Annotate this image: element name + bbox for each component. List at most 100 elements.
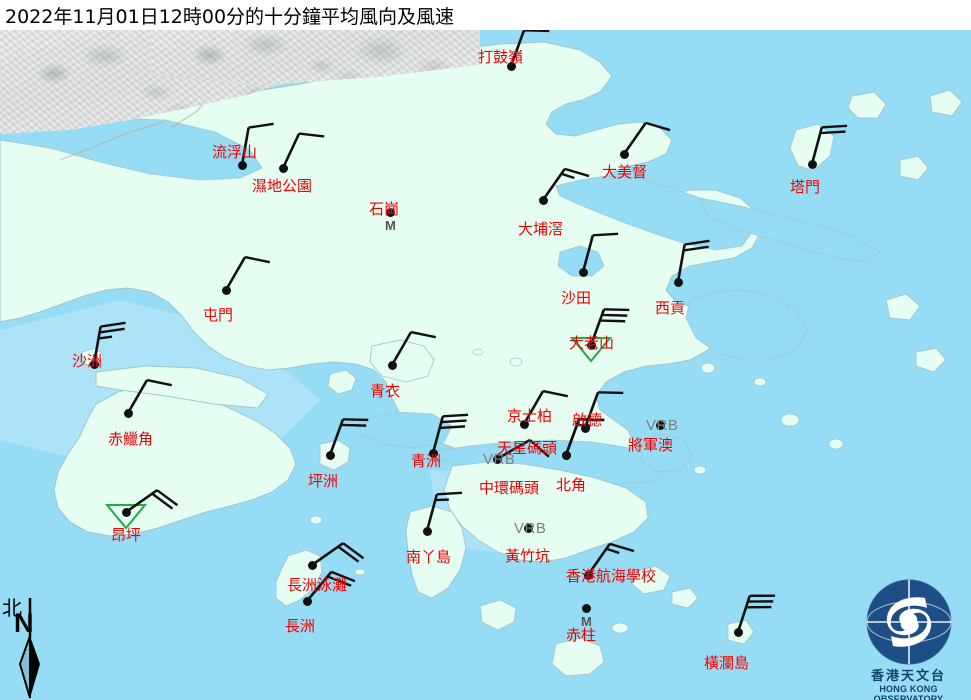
missing-data-marker: M <box>385 218 396 233</box>
station-label: 南丫島 <box>406 548 452 566</box>
hko-emblem-icon <box>865 579 952 665</box>
station-label: 大美督 <box>602 163 648 181</box>
station-dot <box>583 570 593 580</box>
station-label: 橫瀾島 <box>704 654 750 672</box>
hko-logo-cn: 香港天文台 <box>870 669 946 684</box>
compass-north-cn: 北 <box>2 596 22 620</box>
station-dot <box>385 207 395 217</box>
station-dot <box>492 454 502 464</box>
wind-barb-icon <box>126 378 173 414</box>
station-dot <box>387 360 397 370</box>
station-dot <box>278 163 288 173</box>
station-label: 青洲 <box>411 452 442 470</box>
station-dot <box>807 159 817 169</box>
station-dot <box>580 423 590 433</box>
wind-barb-icon <box>92 321 126 365</box>
station-label: 流浮山 <box>212 143 258 161</box>
wind-barb-icon <box>622 121 671 155</box>
station-dot <box>89 359 99 369</box>
compass-rose: 北 N <box>0 592 62 700</box>
station-label: 赤柱 <box>566 626 597 644</box>
wind-barb-icon <box>583 391 624 429</box>
wind-barb-icon <box>541 167 590 201</box>
wind-barb-icon <box>509 29 550 67</box>
missing-data-marker: M <box>581 614 592 629</box>
station-dot <box>422 526 432 536</box>
station-dot <box>523 523 533 533</box>
variable-wind-marker: VRB <box>483 451 516 468</box>
station-dot <box>581 603 591 613</box>
variable-wind-marker: VRB <box>514 520 547 537</box>
station-dot <box>519 419 529 429</box>
station-dot <box>561 450 571 460</box>
wind-barb-icon <box>496 438 550 461</box>
station-label: 沙洲 <box>72 352 103 370</box>
station-label: 啟德 <box>572 411 603 429</box>
station-label: 黃竹坑 <box>505 547 551 565</box>
station-label: 大老山 <box>569 334 615 352</box>
wind-barb-icon <box>306 570 356 602</box>
station-label: 昂坪 <box>111 526 142 544</box>
wind-barb-icon <box>581 232 619 273</box>
wind-barb-icon <box>328 418 369 456</box>
station-label: 濕地公園 <box>252 177 313 195</box>
compass-needle-icon <box>18 598 40 699</box>
wind-barb-icon <box>736 594 776 633</box>
wind-barb-icon <box>390 330 437 366</box>
wind-barb-icon <box>589 308 630 346</box>
station-dot <box>325 450 335 460</box>
station-label: 坪洲 <box>308 472 339 490</box>
wind-barb-icon <box>311 542 365 567</box>
station-label: 塔門 <box>790 178 821 196</box>
station-label: 將軍澳 <box>628 436 674 454</box>
gale-warning-triangle-icon <box>569 337 613 363</box>
station-dot <box>506 61 516 71</box>
station-label: 石崗 <box>369 200 400 218</box>
wind-barb-icon <box>676 239 710 283</box>
station-label: 大埔滘 <box>518 220 564 238</box>
station-dot <box>121 507 131 517</box>
compass-north-en: N <box>14 608 34 638</box>
station-dot <box>237 160 247 170</box>
station-dot <box>221 285 231 295</box>
wind-barb-icon <box>522 389 569 425</box>
station-label: 天星碼頭 <box>497 439 558 457</box>
wind-barb-icon <box>586 542 635 576</box>
station-label: 長洲 <box>285 617 316 635</box>
station-label: 北角 <box>556 476 587 494</box>
station-dot <box>619 149 629 159</box>
station-label: 京士柏 <box>507 407 553 425</box>
station-label: 中環碼頭 <box>479 479 540 497</box>
wind-barb-icon <box>810 124 848 165</box>
wind-barb-icon <box>224 255 271 291</box>
station-label: 屯門 <box>203 306 234 324</box>
wind-barb-icon <box>564 418 605 456</box>
wind-barb-icon <box>281 132 325 169</box>
station-dot <box>428 448 438 458</box>
station-label: 青衣 <box>370 382 401 400</box>
wind-barb-icon <box>425 491 463 532</box>
title-bar: 2022年11月01日12時00分的十分鐘平均風向及風速 <box>0 0 971 30</box>
page-title: 2022年11月01日12時00分的十分鐘平均風向及風速 <box>5 6 455 28</box>
station-dot <box>655 420 665 430</box>
wind-barb-icon <box>431 413 469 454</box>
station-label: 打鼓嶺 <box>478 48 524 66</box>
station-label: 長洲泳灘 <box>287 576 348 594</box>
station-dot <box>733 627 743 637</box>
variable-wind-marker: VRB <box>646 417 679 434</box>
station-label: 香港航海學校 <box>566 567 657 585</box>
station-dot <box>302 596 312 606</box>
station-dot <box>307 560 317 570</box>
station-label: 沙田 <box>561 289 592 307</box>
station-dot <box>673 277 683 287</box>
station-label: 赤鱲角 <box>108 430 154 448</box>
gale-warning-triangle-icon <box>104 504 148 530</box>
station-dot <box>538 195 548 205</box>
station-dot <box>578 267 588 277</box>
station-dot <box>586 340 596 350</box>
station-label: 西貢 <box>655 299 686 317</box>
hko-logo: 香港天文台 HONG KONG OBSERVATORY <box>846 578 971 700</box>
station-dot <box>123 408 133 418</box>
